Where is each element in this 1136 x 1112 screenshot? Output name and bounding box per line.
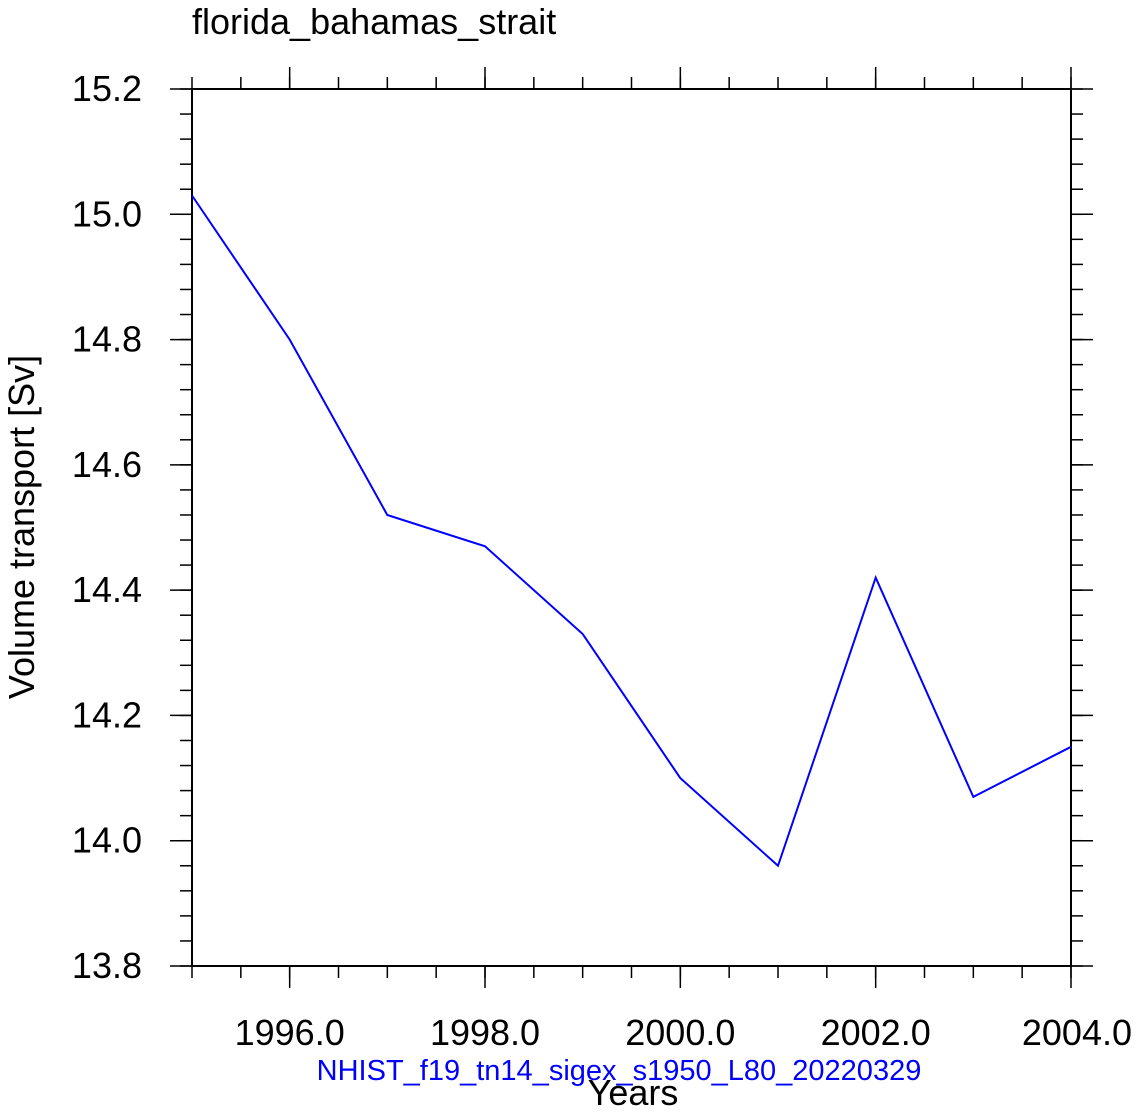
x-major-ticks (288, 67, 1072, 988)
y-tick-label: 14.6 (72, 444, 142, 485)
series-legend-label: NHIST_f19_tn14_sigex_s1950_L80_20220329 (317, 1055, 922, 1087)
series-line (191, 194, 1072, 868)
x-tick-label: 2002.0 (821, 1012, 931, 1053)
y-major-ticks (170, 88, 1093, 967)
plot-frame (191, 88, 1072, 967)
y-tick-label: 14.0 (72, 820, 142, 861)
x-tick-label: 1998.0 (430, 1012, 540, 1053)
y-tick-label: 15.0 (72, 193, 142, 234)
y-tick-label: 14.4 (72, 569, 142, 610)
y-tick-label: 14.8 (72, 319, 142, 360)
y-minor-ticks (180, 88, 1083, 967)
x-tick-label: 2000.0 (625, 1012, 735, 1053)
x-tick-labels: 1996.0 1998.0 2000.0 2002.0 2004.0 (235, 1012, 1132, 1053)
y-axis-label: Volume transport [Sv] (1, 355, 42, 699)
chart-title: florida_bahamas_strait (192, 1, 556, 42)
y-tick-labels: 13.8 14.0 14.2 14.4 14.6 14.8 15.0 15.2 (72, 68, 142, 986)
x-tick-label: 1996.0 (235, 1012, 345, 1053)
x-tick-label: 2004.0 (1022, 1012, 1132, 1053)
y-tick-label: 13.8 (72, 945, 142, 986)
x-axis-label: Years (588, 1072, 679, 1112)
y-tick-label: 15.2 (72, 68, 142, 109)
x-minor-ticks (191, 77, 1072, 978)
y-tick-label: 14.2 (72, 694, 142, 735)
